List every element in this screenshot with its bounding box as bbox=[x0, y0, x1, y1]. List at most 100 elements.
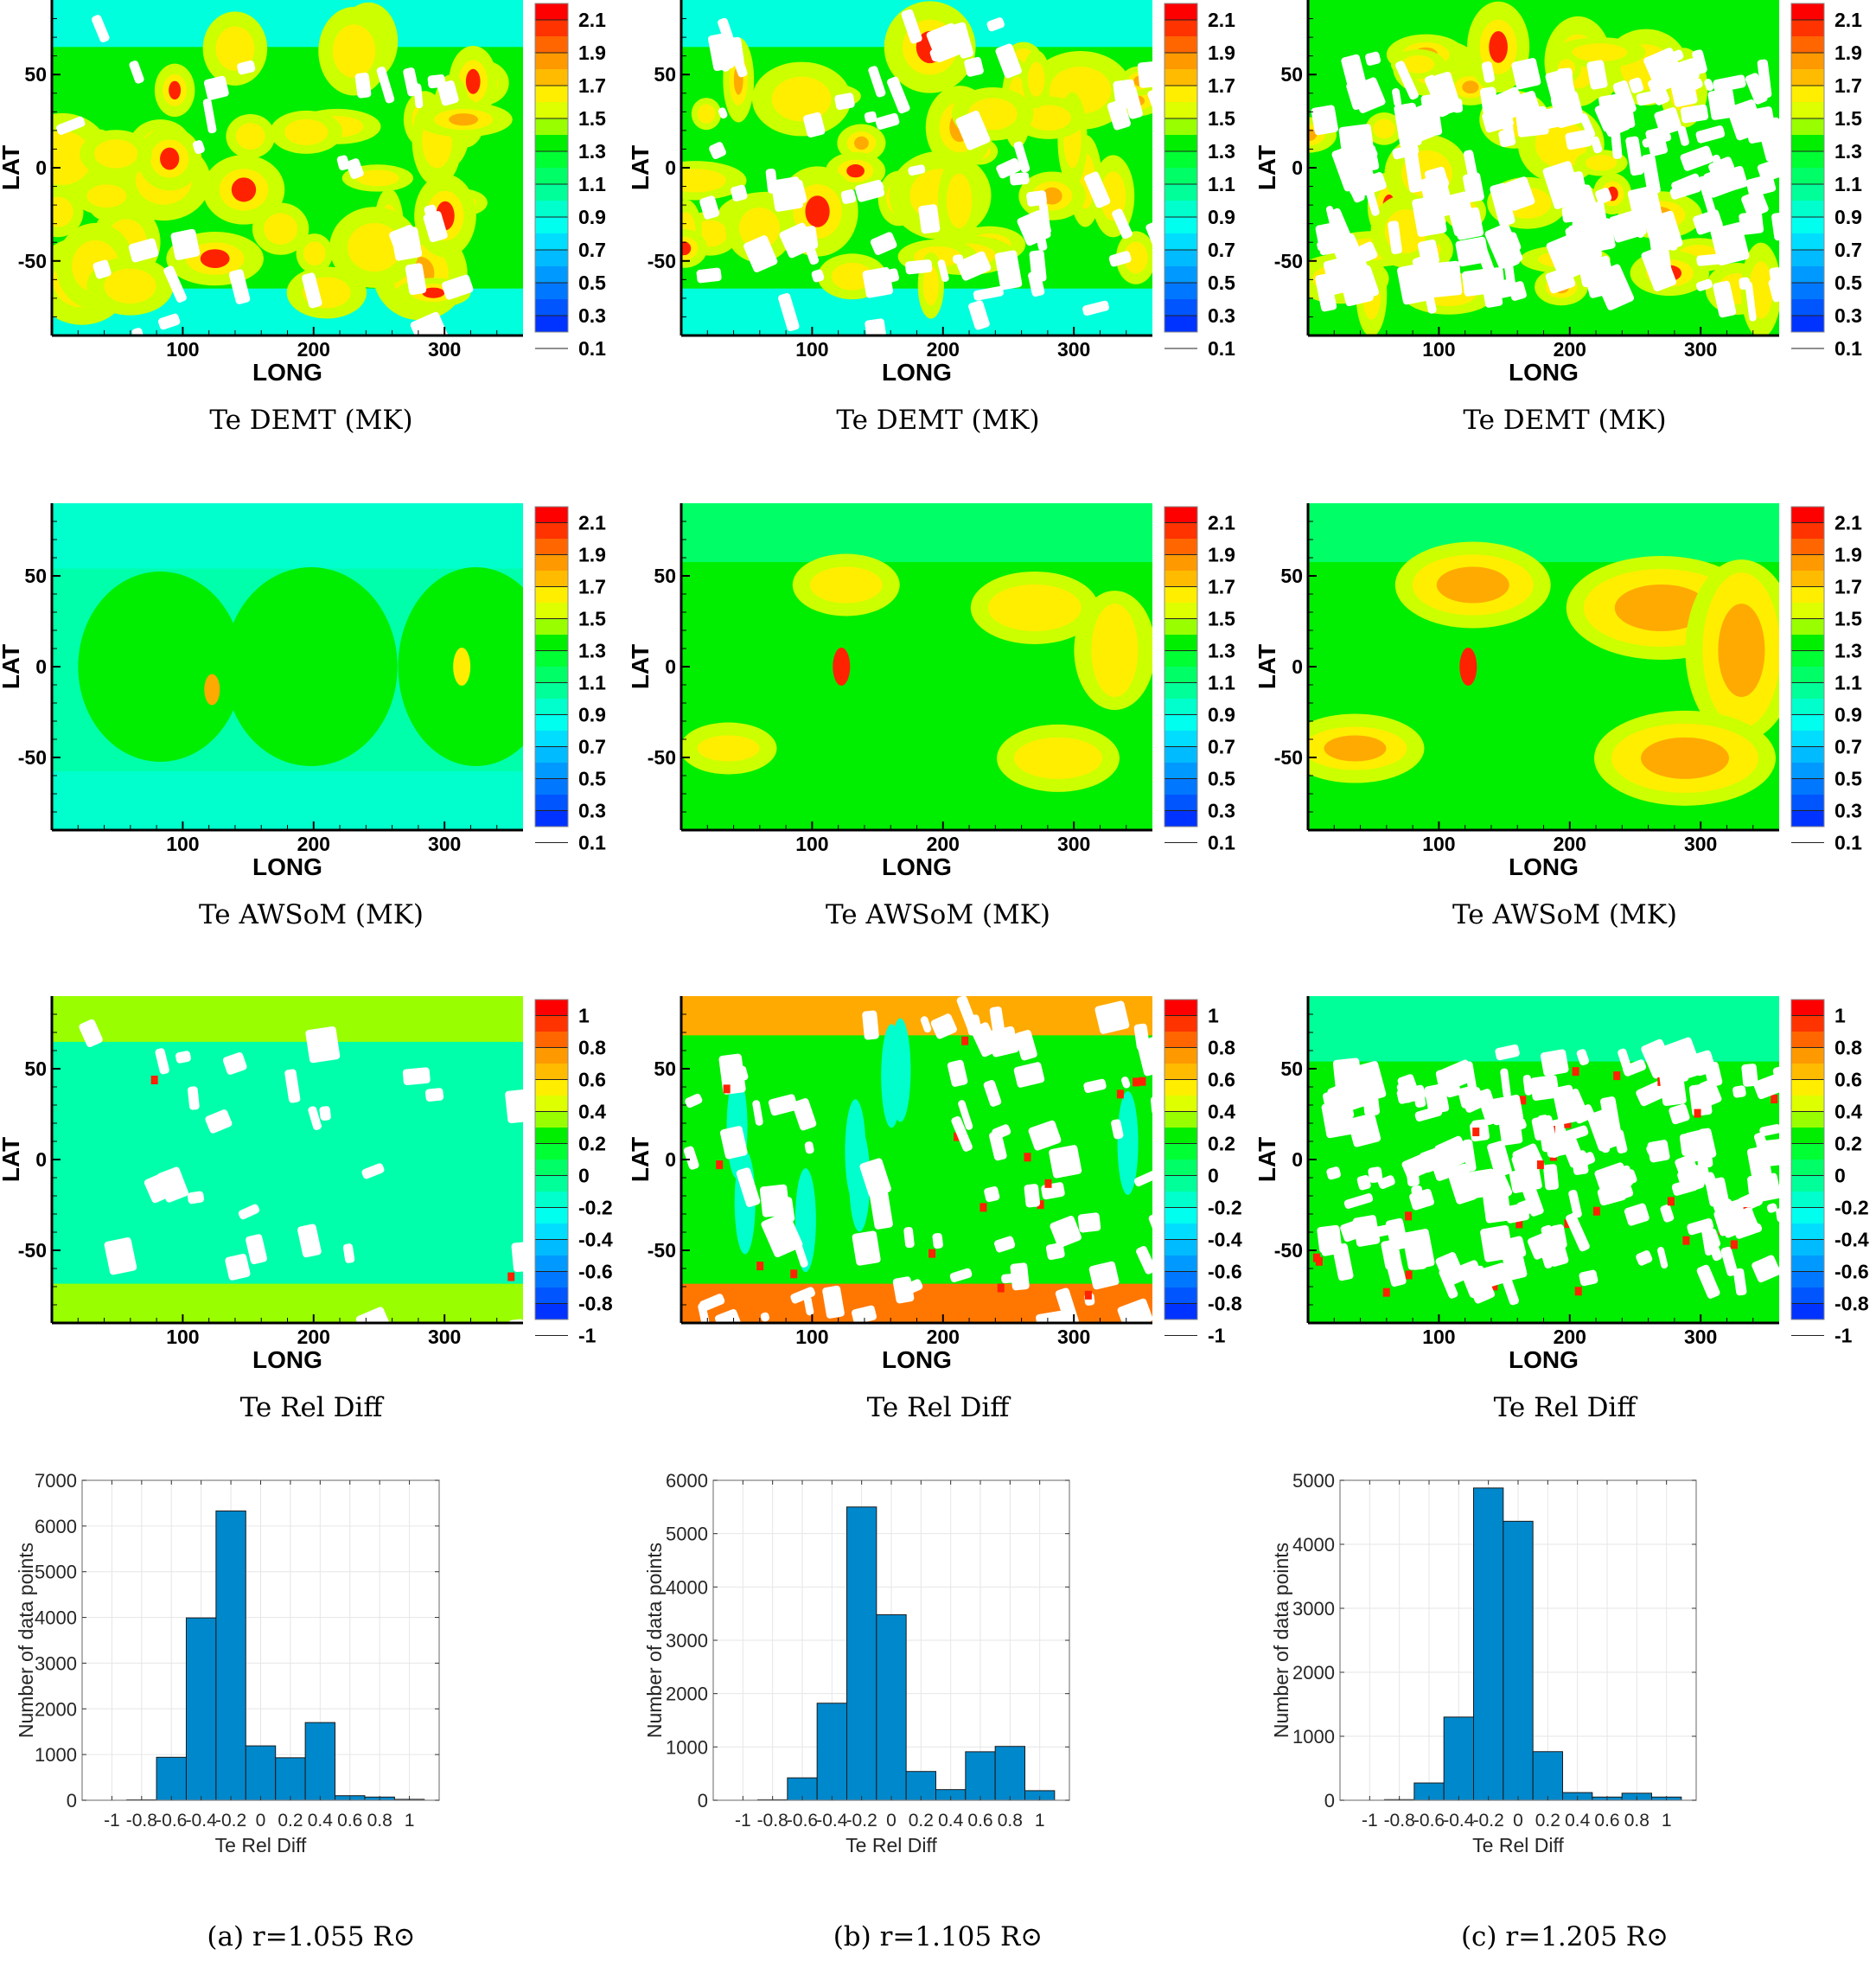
colorbar-label: -0.6 bbox=[1835, 1261, 1869, 1283]
x-tick-label: 100 bbox=[1422, 338, 1455, 361]
x-tick-label: -1 bbox=[1362, 1811, 1378, 1831]
y-tick-label: 2000 bbox=[35, 1698, 77, 1720]
x-tick-label: 200 bbox=[1554, 833, 1586, 855]
colorbar-label: 0.5 bbox=[1208, 272, 1235, 294]
x-axis-label: LONG bbox=[252, 1346, 322, 1373]
x-tick-label: 0.4 bbox=[938, 1811, 964, 1831]
colorbar: 2.1 1.9 1.7 1.5 1.3 1.1 0.9 0.7 0.5 0.3 0.1 bbox=[534, 3, 606, 360]
y-tick-label: 0 bbox=[698, 1790, 708, 1811]
x-tick-label: 0 bbox=[1513, 1811, 1523, 1831]
y-tick-label: 50 bbox=[1280, 63, 1303, 86]
contour-field bbox=[681, 996, 1152, 1323]
colorbar-label: 0.4 bbox=[578, 1101, 606, 1123]
colorbar-label: 0.7 bbox=[578, 239, 606, 261]
contour-field bbox=[1308, 0, 1779, 335]
x-tick-label: 0.6 bbox=[1594, 1811, 1619, 1831]
subfigure-caption: (b) r=1.105 R⊙ bbox=[833, 1921, 1043, 1952]
colorbar-label: 2.1 bbox=[1835, 512, 1862, 534]
y-axis-label: LAT bbox=[0, 145, 24, 190]
x-tick-label: 200 bbox=[927, 1326, 960, 1348]
x-tick-label: 0.2 bbox=[1535, 1811, 1560, 1831]
y-tick-label: 0 bbox=[665, 655, 676, 678]
histogram-bar bbox=[275, 1757, 306, 1801]
x-tick-label: -0.6 bbox=[156, 1811, 187, 1831]
histogram-b: -1 -0.8-0.6-0.4-0.2 0 0.2 0.4 0.6 0.8 1 0 1000 200… bbox=[643, 1470, 1070, 1856]
x-tick-label: 100 bbox=[795, 833, 828, 855]
y-axis-label: LAT bbox=[0, 644, 24, 689]
x-tick-label: 100 bbox=[1422, 833, 1455, 855]
y-tick-label: 50 bbox=[654, 63, 676, 86]
contour-field bbox=[52, 996, 523, 1323]
colorbar-label: 1.9 bbox=[1208, 42, 1235, 64]
colorbar: 2.1 1.9 1.7 1.5 1.3 1.1 0.9 0.7 0.5 0.3 0.1 bbox=[1790, 3, 1862, 360]
x-tick-label: 300 bbox=[1684, 833, 1717, 855]
histogram-bar bbox=[846, 1506, 877, 1801]
colorbar-label: 1.1 bbox=[578, 173, 606, 195]
colorbar-label: 1.5 bbox=[1835, 107, 1862, 130]
colorbar-label: -0.8 bbox=[1208, 1293, 1242, 1315]
histogram-bar bbox=[215, 1510, 246, 1801]
y-tick-label: 6000 bbox=[35, 1516, 77, 1537]
colorbar-label: -1 bbox=[578, 1325, 597, 1347]
map-panel-b-row3: 100 200 300 50 0 -50 LONG LAT 1 0.8 0.6 0.4 0.2 0 -0.2… bbox=[627, 996, 1242, 1373]
colorbar-label: 1.5 bbox=[1208, 608, 1235, 630]
colorbar-label: 0.3 bbox=[578, 800, 606, 822]
x-tick-label: 0.8 bbox=[998, 1811, 1023, 1831]
y-axis-label: LAT bbox=[627, 1137, 654, 1182]
y-tick-label: 4000 bbox=[666, 1576, 708, 1598]
colorbar: 2.1 1.9 1.7 1.5 1.3 1.1 0.9 0.7 0.5 0.3 0.1 bbox=[534, 506, 606, 854]
colorbar-label: 1 bbox=[1835, 1005, 1846, 1027]
colorbar-label: -0.6 bbox=[578, 1261, 613, 1283]
x-tick-label: -0.8 bbox=[1384, 1811, 1415, 1831]
colorbar-label: 0.8 bbox=[1208, 1037, 1235, 1059]
y-tick-label: 7000 bbox=[35, 1470, 77, 1492]
histogram-bar bbox=[156, 1756, 187, 1801]
map-panel-a-row1: 100 200 300 50 0 -50 LONG LAT 2.1 1.9 1.7 1.5 1.3 1.1… bbox=[0, 0, 606, 386]
colorbar-label: 1.9 bbox=[578, 42, 606, 64]
map-panel-b-row1: 100 200 300 50 0 -50 LONG LAT 2.1 1.9 1.7 1.5 1.3 1.1… bbox=[627, 0, 1235, 386]
x-tick-label: 300 bbox=[1684, 338, 1717, 361]
panel-caption: Te DEMT (MK) bbox=[1463, 405, 1667, 436]
x-tick-label: 0.2 bbox=[909, 1811, 934, 1831]
colorbar-label: 1.9 bbox=[1835, 544, 1862, 566]
colorbar-label: 0.9 bbox=[1835, 206, 1862, 228]
y-tick-label: 5000 bbox=[1292, 1470, 1335, 1492]
map-panel-c-row2: 100 200 300 50 0 -50 LONG LAT 2.1 1.9 1.7 1.5 1.3 1.1… bbox=[1254, 503, 1862, 880]
colorbar-label: 2.1 bbox=[1835, 9, 1862, 31]
x-tick-label: 300 bbox=[428, 833, 461, 855]
colorbar-label: 2.1 bbox=[578, 9, 606, 31]
y-tick-label: 1000 bbox=[1292, 1726, 1335, 1748]
y-tick-label: 50 bbox=[24, 565, 47, 587]
x-axis-label: LONG bbox=[882, 359, 952, 386]
x-tick-label: 200 bbox=[927, 338, 960, 361]
y-axis-label: LAT bbox=[1254, 644, 1280, 689]
colorbar-label: 2.1 bbox=[1208, 9, 1235, 31]
colorbar-label: 2.1 bbox=[1208, 512, 1235, 534]
x-tick-label: -0.4 bbox=[186, 1811, 218, 1831]
colorbar-label: 1.7 bbox=[1835, 74, 1862, 97]
colorbar-label: 1.7 bbox=[1835, 576, 1862, 598]
colorbar-label: 0.5 bbox=[1208, 768, 1235, 790]
colorbar-label: -0.4 bbox=[578, 1229, 613, 1251]
histogram-a: -1 -0.8-0.6-0.4-0.2 0 0.2 0.4 0.6 0.8 1 0 1000 200… bbox=[15, 1470, 440, 1856]
x-tick-label: -1 bbox=[104, 1811, 120, 1831]
x-axis-label: LONG bbox=[1509, 1346, 1579, 1373]
colorbar-label: -0.8 bbox=[1835, 1293, 1869, 1315]
colorbar-label: 0.9 bbox=[1208, 206, 1235, 228]
colorbar-label: -0.8 bbox=[578, 1293, 613, 1315]
y-tick-label: 50 bbox=[1280, 565, 1303, 587]
y-tick-label: 3000 bbox=[35, 1652, 77, 1674]
y-tick-label: -50 bbox=[18, 746, 47, 769]
contour-field bbox=[52, 0, 523, 335]
y-tick-label: 50 bbox=[654, 1057, 676, 1080]
histogram-bar bbox=[816, 1703, 848, 1801]
y-tick-label: 2000 bbox=[666, 1684, 708, 1705]
colorbar-label: 0.9 bbox=[578, 206, 606, 228]
x-tick-label: 0.8 bbox=[1624, 1811, 1649, 1831]
colorbar-label: 1.7 bbox=[1208, 74, 1235, 97]
y-tick-label: -50 bbox=[648, 250, 676, 272]
colorbar-label: -0.2 bbox=[1208, 1197, 1242, 1219]
y-tick-label: 4000 bbox=[35, 1607, 77, 1629]
colorbar-label: 1.7 bbox=[1208, 576, 1235, 598]
colorbar-label: 0.7 bbox=[578, 736, 606, 758]
